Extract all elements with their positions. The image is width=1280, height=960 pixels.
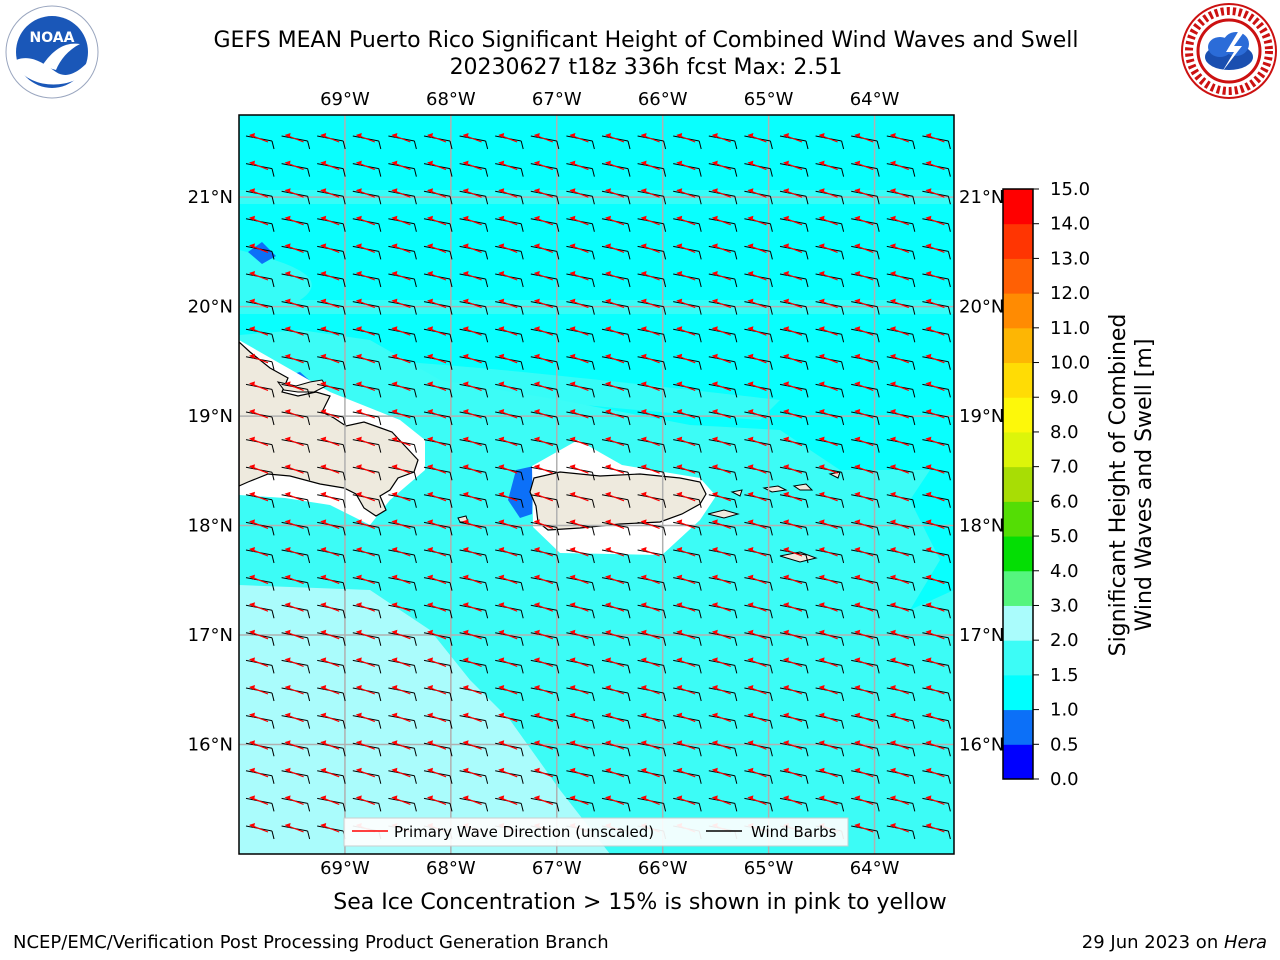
colorbar-tick-label: 8.0 [1050,422,1079,443]
chart-title: GEFS MEAN Puerto Rico Significant Height… [213,28,1079,53]
colorbar-tick-label: 5.0 [1050,526,1079,547]
svg-text:NOAA: NOAA [30,30,75,46]
wave-height-band-1-0 [239,115,954,610]
colorbar-segment [1003,640,1033,676]
lon-tick-bottom: 67°W [532,858,582,879]
colorbar: 0.0 0.5 1.0 1.5 2.0 3.0 4.0 5.0 6.0 7.0 8.0 9.0 10.0… [1002,179,1090,790]
colorbar-segment [1003,223,1033,259]
colorbar-label-line2: Wind Waves and Swell [m] [1132,339,1157,632]
lat-tick-right: 20°N [959,297,1004,318]
lat-tick-right: 18°N [959,516,1004,537]
colorbar-segment [1003,605,1033,641]
lat-tick-right: 19°N [959,406,1004,427]
lon-tick-top: 69°W [320,89,370,110]
lon-tick-bottom: 65°W [744,858,794,879]
colorbar-tick-label: 7.0 [1050,457,1079,478]
colorbar-segment [1003,327,1033,364]
colorbar-segment [1003,570,1033,606]
colorbar-segment [1003,431,1033,468]
colorbar-tick-label: 9.0 [1050,387,1079,408]
colorbar-segment [1003,674,1033,711]
map-frame [238,114,955,855]
lon-tick-top: 68°W [426,89,476,110]
lat-tick-left: 21°N [188,187,233,208]
colorbar-segment [1003,709,1033,745]
lon-tick-top: 67°W [532,89,582,110]
lon-tick-top: 64°W [850,89,900,110]
lat-tick-right: 16°N [959,735,1004,756]
colorbar-tick-label: 11.0 [1050,318,1090,339]
lon-tick-top: 65°W [744,89,794,110]
lon-tick-bottom: 68°W [426,858,476,879]
colorbar-segment [1003,362,1033,398]
noaa-logo: NOAA [5,5,99,99]
colorbar-segment [1003,293,1033,329]
lat-tick-right: 17°N [959,625,1004,646]
wave-direction-arrows [245,133,951,840]
wave-height-band-2-0 [239,585,610,854]
national-weather-service-logo [1181,3,1277,99]
lon-tick-bottom: 66°W [638,858,688,879]
colorbar-segment [1003,397,1033,433]
lat-tick-left: 20°N [188,297,233,318]
colorbar-tick-label: 0.5 [1050,734,1079,755]
chart-subtitle: 20230627 t18z 336h fcst Max: 2.51 [449,55,843,80]
footer-date-text: 29 Jun 2023 on [1081,932,1224,953]
colorbar-segment [1003,501,1033,537]
colorbar-tick-label: 1.0 [1050,700,1079,721]
colorbar-tick-label: 15.0 [1050,179,1090,200]
colorbar-tick-label: 6.0 [1050,491,1079,512]
colorbar-segment [1003,189,1033,225]
lat-tick-left: 19°N [188,406,233,427]
legend-entry-wind-barbs: Wind Barbs [751,823,837,841]
sea-ice-note: Sea Ice Concentration > 15% is shown in … [333,890,947,915]
colorbar-segment [1003,466,1033,502]
colorbar-tick-label: 3.0 [1050,595,1079,616]
colorbar-label-line1: Significant Height of Combined [1106,314,1131,657]
lon-tick-bottom: 64°W [850,858,900,879]
colorbar-segment [1003,536,1033,572]
lat-tick-right: 21°N [959,187,1004,208]
lat-tick-left: 16°N [188,735,233,756]
map-area [239,115,954,854]
footer-machine: Hera [1223,932,1267,953]
colorbar-segment [1003,744,1033,780]
legend: Primary Wave Direction (unscaled) Wind B… [343,817,849,847]
footer-branch: NCEP/EMC/Verification Post Processing Pr… [13,932,609,953]
colorbar-frame [1002,188,1034,780]
colorbar-tick-label: 12.0 [1050,283,1090,304]
colorbar-tick-label: 1.5 [1050,665,1079,686]
colorbar-tick-label: 2.0 [1050,630,1079,651]
legend-entry-wave-direction: Primary Wave Direction (unscaled) [394,823,654,841]
footer-date: 29 Jun 2023 on Hera [1082,932,1267,953]
lon-tick-bottom: 69°W [320,858,370,879]
colorbar-tick-label: 4.0 [1050,561,1079,582]
lat-tick-left: 18°N [188,516,233,537]
colorbar-tick-label: 14.0 [1050,214,1090,235]
axis-tick-labels: 69°W 69°W 68°W 68°W 67°W 67°W 66°W 66°W 65°W 65°W… [188,89,1005,879]
lat-tick-left: 17°N [188,625,233,646]
colorbar-tick-label: 10.0 [1050,353,1090,374]
colorbar-tick-label: 13.0 [1050,248,1090,269]
lon-tick-top: 66°W [638,89,688,110]
colorbar-segment [1003,258,1033,294]
colorbar-tick-label: 0.0 [1050,769,1079,790]
